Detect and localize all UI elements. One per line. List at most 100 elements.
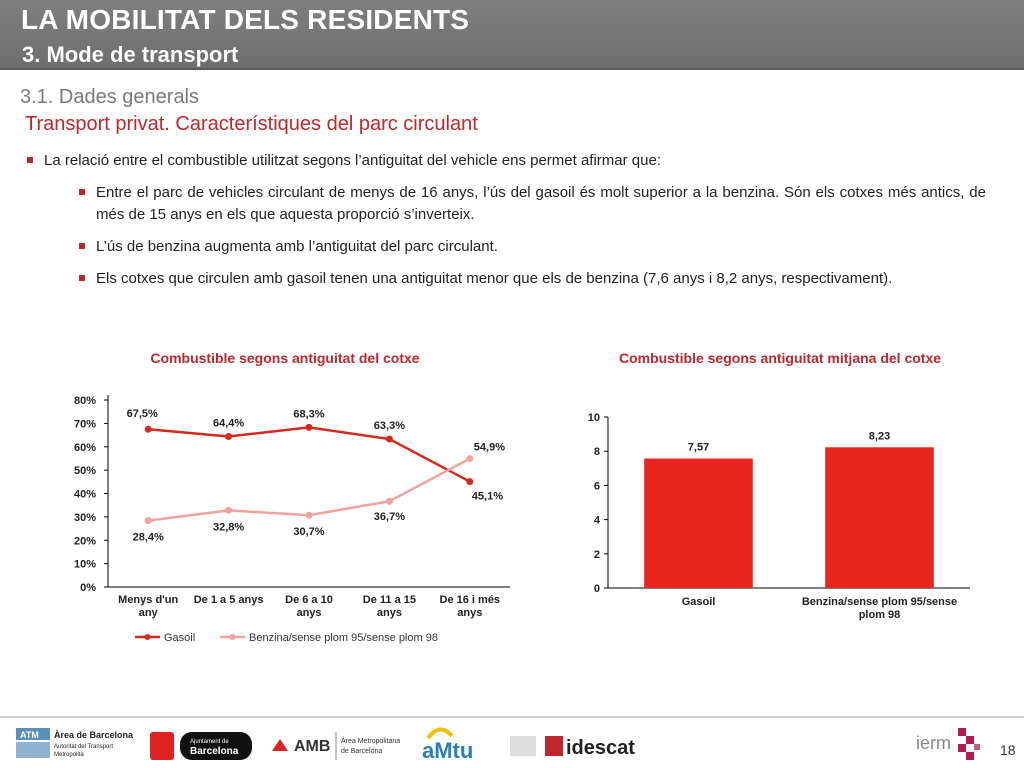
y-tick-label: 0 (594, 583, 600, 595)
y-tick-label: 30% (74, 512, 96, 524)
atm-logo-band (16, 742, 50, 758)
bar (825, 447, 934, 588)
y-tick-label: 80% (74, 395, 96, 407)
amb-logo-line: Àrea Metropolitana (341, 736, 400, 745)
data-point (385, 435, 393, 443)
iermb-logo-icon (958, 744, 966, 752)
subsection-heading: Transport privat. Característiques del p… (25, 113, 478, 135)
bullet-square-icon (79, 243, 85, 249)
footer-logos: ATM Àrea de Barcelona Autoritat del Transp… (16, 727, 980, 763)
y-tick-label: 6 (594, 480, 600, 492)
data-point (225, 506, 233, 514)
legend-swatch-point (144, 634, 151, 640)
series-line (148, 457, 471, 522)
y-tick-label: 20% (74, 535, 96, 547)
page-number: 18 (1000, 742, 1016, 758)
data-label: 45,1% (472, 491, 503, 503)
amb-logo-text: AMB (294, 738, 330, 755)
bullet-square-icon (27, 157, 33, 163)
iermb-logo-icon (958, 728, 966, 736)
barcelona-logo-badge (180, 732, 252, 760)
barcelona-shield-icon (150, 732, 174, 760)
x-tick-label: Benzina/sense plom 95/sense (802, 596, 957, 608)
x-tick-label: De 6 a 10 (285, 594, 333, 606)
y-tick-label: 10% (74, 559, 96, 571)
iermb-logo-icon (974, 744, 980, 750)
legend-entry: Gasoil (164, 632, 195, 644)
x-tick-label: De 16 i més (440, 594, 501, 606)
amtu-logo-arc (426, 727, 454, 740)
y-tick-label: 60% (74, 442, 96, 454)
y-tick-label: 4 (594, 515, 601, 527)
bullet-sub-text: L’ús de benzina augmenta amb l’antiguita… (96, 238, 498, 255)
bar-chart: 0 2 4 6 8 10 7,57 8,23 Gasoil Benzina/sense plom … (588, 412, 970, 621)
amtu-logo-small-text (510, 736, 536, 756)
data-point (305, 511, 313, 519)
legend-swatch-point (229, 634, 236, 640)
data-point (466, 478, 474, 486)
bullet-sub-text: Els cotxes que circulen amb gasoil tenen… (96, 270, 893, 287)
y-tick-label: 2 (594, 549, 600, 561)
amb-logo-icon (272, 739, 288, 751)
iermb-logo-icon (966, 736, 974, 744)
bullet-main-text: La relació entre el combustible utilitza… (44, 152, 661, 169)
data-label: 64,4% (213, 417, 244, 429)
atm-logo-line: Àrea de Barcelona (54, 730, 134, 740)
data-label: 32,8% (213, 521, 244, 533)
x-tick-label: plom 98 (859, 609, 901, 621)
x-tick-label: anys (457, 607, 482, 619)
x-tick-label: any (139, 607, 159, 619)
bullet-square-icon (79, 275, 85, 281)
data-point (305, 423, 313, 431)
bar (644, 458, 753, 588)
barcelona-logo-line: Barcelona (190, 746, 239, 757)
x-tick-label: Gasoil (682, 596, 716, 608)
data-label: 8,23 (869, 430, 890, 442)
atm-logo-text: ATM (20, 730, 39, 740)
x-tick-label: anys (377, 607, 402, 619)
idescat-logo-icon (545, 736, 563, 756)
iermb-logo-text: ierm (916, 733, 951, 753)
data-label: 7,57 (688, 442, 709, 454)
line-chart-title: Combustible segons antiguitat del cotxe (150, 350, 420, 366)
amtu-logo-text: aMtu (422, 738, 473, 763)
x-tick-label: Menys d'un (118, 594, 178, 606)
page-subtitle: 3. Mode de transport (22, 42, 239, 67)
y-tick-label: 40% (74, 489, 96, 501)
data-point (385, 497, 393, 505)
x-tick-label: De 1 a 5 anys (194, 594, 264, 606)
data-label: 36,7% (374, 511, 405, 523)
data-label: 68,3% (293, 408, 324, 420)
series-line (148, 426, 471, 483)
y-tick-label: 8 (594, 446, 600, 458)
y-tick-label: 50% (74, 465, 96, 477)
data-point (466, 455, 474, 463)
data-point (225, 432, 233, 440)
legend-entry: Benzina/sense plom 95/sense plom 98 (249, 632, 438, 644)
section-heading: 3.1. Dades generals (20, 86, 200, 108)
iermb-logo-icon (966, 752, 974, 760)
page-title: LA MOBILITAT DELS RESIDENTS (21, 4, 470, 35)
atm-logo-line: Metropolità (54, 752, 84, 758)
idescat-logo-text: idescat (566, 737, 635, 759)
data-label: 30,7% (293, 526, 324, 538)
data-point (144, 425, 152, 433)
bar-chart-title: Combustible segons antiguitat mitjana de… (618, 350, 942, 366)
x-tick-label: De 11 a 15 (363, 594, 416, 606)
footer-divider (0, 716, 1024, 718)
bullet-sub-text: Entre el parc de vehicles circulant de m… (96, 184, 986, 223)
data-label: 63,3% (374, 420, 405, 432)
bullet-square-icon (79, 189, 85, 195)
y-tick-label: 70% (74, 418, 96, 430)
y-tick-label: 10 (588, 412, 600, 424)
header-bar: LA MOBILITAT DELS RESIDENTS 3. Mode de t… (0, 0, 1024, 70)
barcelona-logo-line: Ajuntament de (190, 739, 229, 745)
data-label: 28,4% (133, 532, 164, 544)
amb-logo-line: de Barcelona (341, 748, 382, 755)
atm-logo-line: Autoritat del Transport (54, 744, 113, 750)
data-label: 67,5% (127, 408, 158, 420)
data-point (144, 517, 152, 525)
atm-logo-icon (16, 728, 50, 740)
x-tick-label: anys (296, 607, 321, 619)
